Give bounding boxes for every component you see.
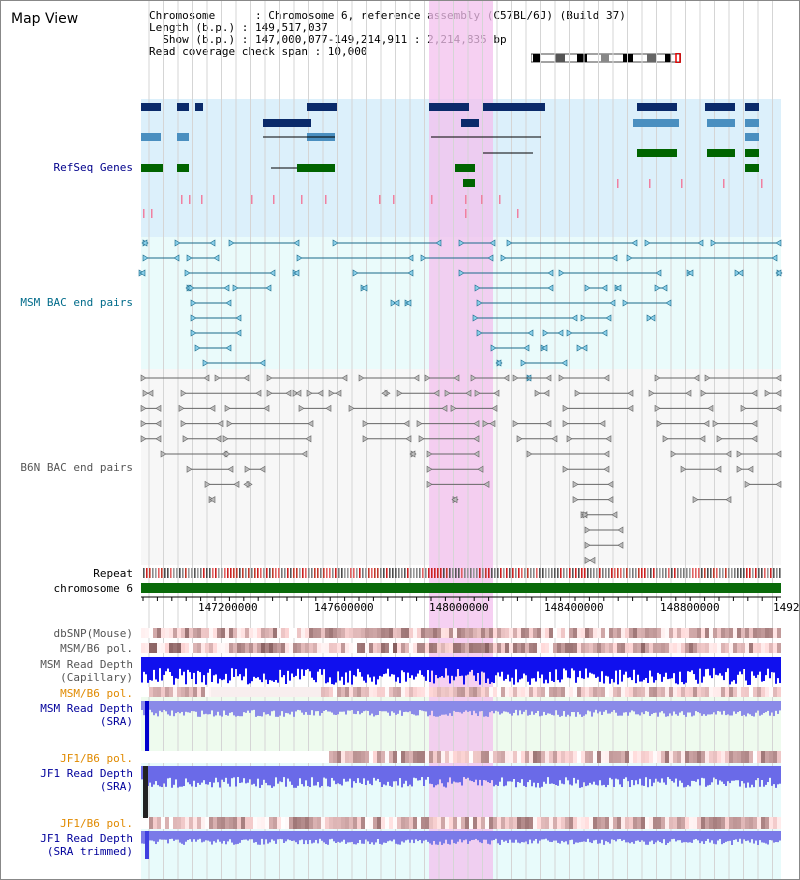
label-line: (Capillary) (60, 671, 133, 684)
axis-tick-label: 148000000 (429, 601, 489, 614)
track-label-repeat[interactable]: Repeat (93, 567, 133, 580)
track-label-jf1-depth-trimmed[interactable]: JF1 Read Depth (SRA trimmed) (40, 832, 133, 858)
length-line: Length (b.p.) : 149,517,037 (149, 21, 328, 34)
axis-tick-label: 147600000 (314, 601, 374, 614)
track-label-jf1-b6-pol-2[interactable]: JF1/B6 pol. (60, 817, 133, 830)
chromosome-bar[interactable] (141, 583, 781, 593)
heatmap-tracks[interactable] (141, 628, 781, 829)
track-label-chromosome[interactable]: chromosome 6 (53, 582, 133, 595)
track-label-refseq[interactable]: RefSeq Genes (53, 161, 133, 174)
label-line: JF1 Read Depth (40, 832, 133, 845)
msm-bac-pairs-track[interactable] (138, 239, 783, 382)
read-depth-tracks[interactable] (141, 657, 781, 859)
label-line: JF1 Read Depth (40, 767, 133, 780)
track-label-msm-bac[interactable]: MSM BAC end pairs (20, 296, 133, 309)
axis-tick-label: 1492 (773, 601, 800, 614)
label-line: (SRA trimmed) (46, 845, 133, 858)
label-line: (SRA) (99, 780, 133, 793)
track-label-jf1-depth[interactable]: JF1 Read Depth (SRA) (40, 767, 133, 793)
b6n-bac-pairs-track[interactable] (140, 374, 782, 564)
track-label-msm-b6-pol[interactable]: MSM/B6 pol. (60, 642, 133, 655)
label-line: (SRA) (99, 715, 133, 728)
track-label-b6n-bac[interactable]: B6N BAC end pairs (20, 461, 133, 474)
label-line: MSM Read Depth (40, 702, 133, 715)
repeat-track[interactable] (143, 568, 781, 578)
label-line: MSM Read Depth (40, 658, 133, 671)
axis-tick-label: 148400000 (544, 601, 604, 614)
axis-tick-label: 147200000 (198, 601, 258, 614)
axis-tick-label: 148800000 (660, 601, 720, 614)
track-label-msm-b6-pol-sra[interactable]: MSM/B6 pol. (60, 687, 133, 700)
track-label-msm-depth-capillary[interactable]: MSM Read Depth (Capillary) (40, 658, 133, 684)
refseq-genes-track[interactable] (141, 103, 759, 187)
track-label-dbsnp[interactable]: dbSNP(Mouse) (53, 627, 133, 640)
track-label-msm-depth-sra[interactable]: MSM Read Depth (SRA) (40, 702, 133, 728)
window-title: Map View (11, 11, 79, 27)
track-label-jf1-b6-pol[interactable]: JF1/B6 pol. (60, 752, 133, 765)
